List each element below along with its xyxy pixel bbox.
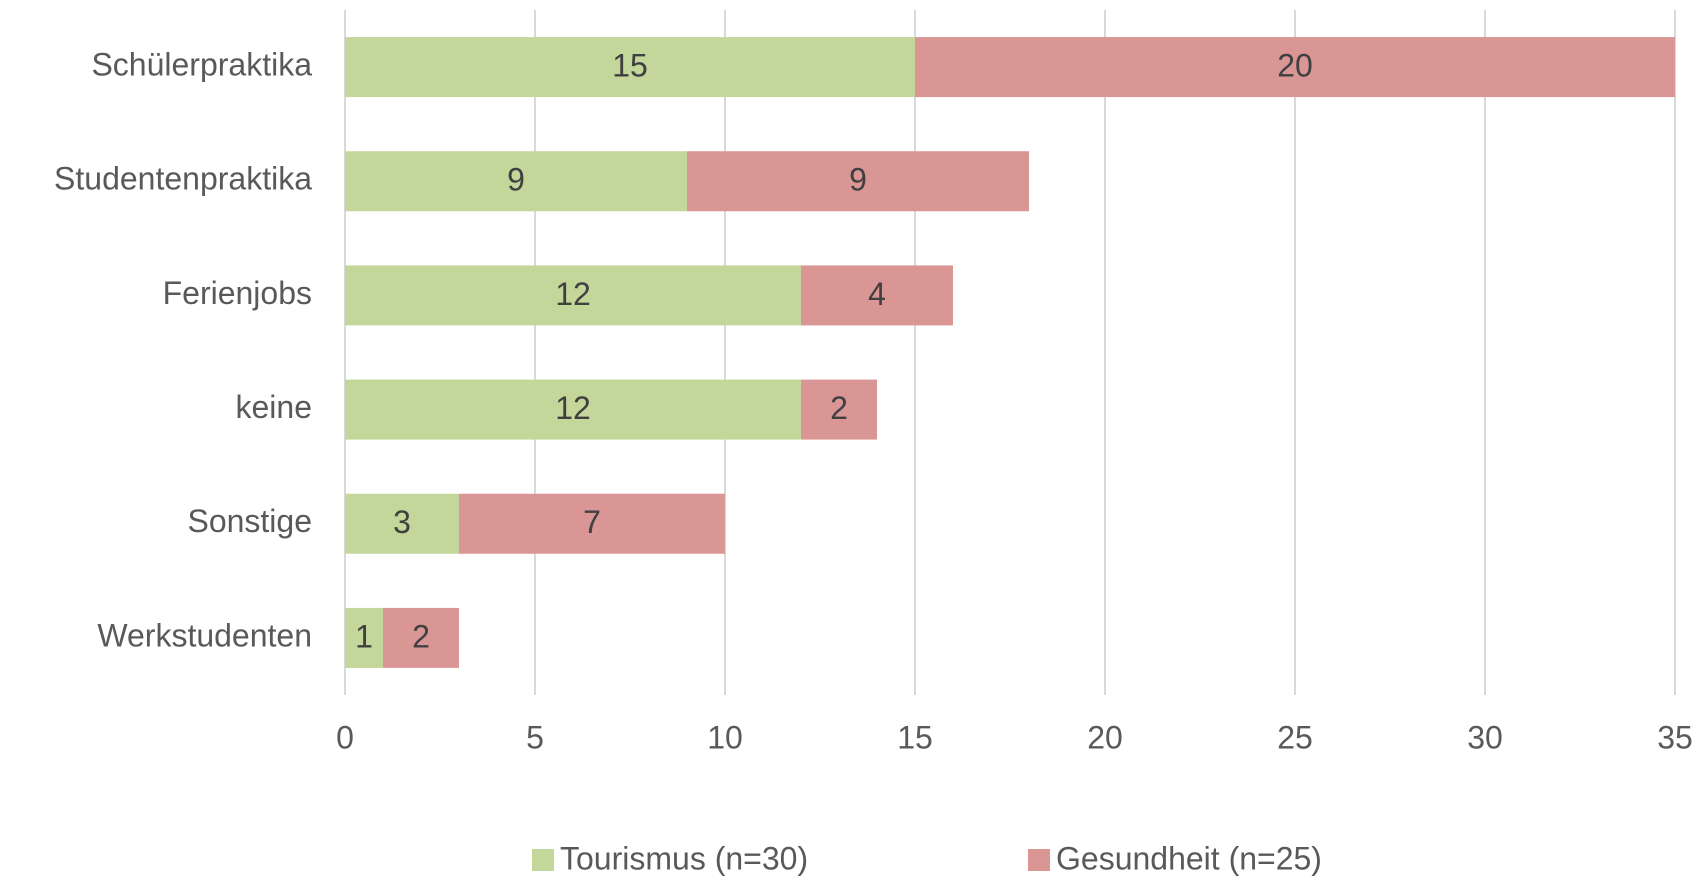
bar-segment bbox=[687, 151, 1029, 212]
legend-label: Tourismus (n=30) bbox=[560, 840, 808, 876]
x-tick-label: 0 bbox=[336, 719, 354, 755]
x-tick-label: 10 bbox=[707, 719, 743, 755]
legend-swatch bbox=[1028, 849, 1050, 871]
data-label: 20 bbox=[1277, 48, 1313, 84]
data-label: 12 bbox=[555, 390, 591, 426]
data-label: 2 bbox=[412, 618, 430, 654]
data-label: 1 bbox=[355, 618, 373, 654]
data-label: 15 bbox=[612, 48, 648, 84]
data-label: 9 bbox=[507, 162, 525, 198]
data-label: 9 bbox=[849, 162, 867, 198]
bar-segment bbox=[345, 151, 687, 212]
bar-segment bbox=[345, 493, 459, 554]
bar-segment bbox=[345, 379, 801, 440]
data-label: 7 bbox=[583, 504, 601, 540]
data-label: 12 bbox=[555, 276, 591, 312]
data-label: 4 bbox=[868, 276, 886, 312]
legend-label: Gesundheit (n=25) bbox=[1056, 840, 1322, 876]
y-tick-label: Sonstige bbox=[187, 503, 312, 539]
x-tick-label: 15 bbox=[897, 719, 933, 755]
y-tick-label: keine bbox=[236, 389, 313, 425]
x-tick-label: 25 bbox=[1277, 719, 1313, 755]
bar-segment bbox=[915, 37, 1675, 98]
bar-segment bbox=[801, 265, 953, 326]
data-label: 3 bbox=[393, 504, 411, 540]
bar-segment bbox=[801, 379, 877, 440]
x-tick-label: 20 bbox=[1087, 719, 1123, 755]
y-tick-label: Studentenpraktika bbox=[54, 161, 312, 197]
y-tick-label: Ferienjobs bbox=[163, 275, 312, 311]
bar-segment bbox=[345, 37, 915, 98]
data-label: 2 bbox=[830, 390, 848, 426]
bar-segment bbox=[345, 607, 383, 668]
x-tick-label: 5 bbox=[526, 719, 544, 755]
y-tick-label: Werkstudenten bbox=[97, 617, 312, 653]
x-tick-label: 35 bbox=[1657, 719, 1693, 755]
y-tick-label: Schülerpraktika bbox=[91, 47, 312, 83]
bar-segment bbox=[383, 607, 459, 668]
legend-swatch bbox=[532, 849, 554, 871]
x-tick-label: 30 bbox=[1467, 719, 1503, 755]
bar-segment bbox=[459, 493, 725, 554]
bar-segment bbox=[345, 265, 801, 326]
